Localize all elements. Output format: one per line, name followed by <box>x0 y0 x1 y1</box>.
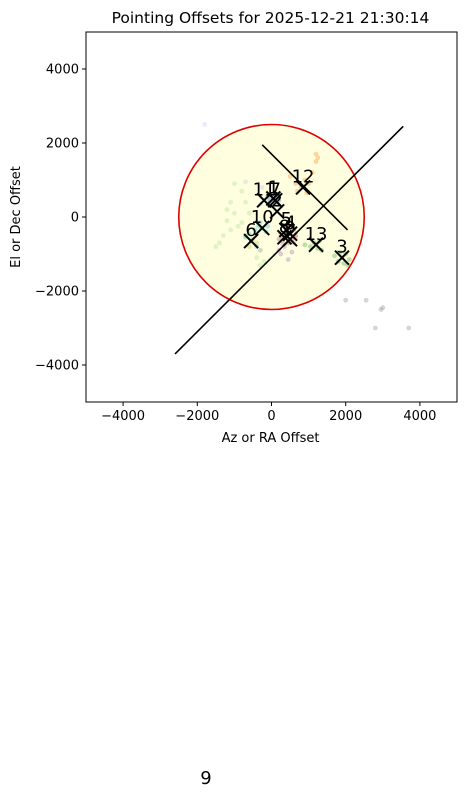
offset-point-series-7 <box>363 297 369 303</box>
cluster-label-7: 7 <box>269 179 280 200</box>
offset-point-series-11 <box>257 262 263 268</box>
offset-point-series-9 <box>252 227 258 233</box>
offset-point-series-4 <box>278 251 284 257</box>
y-tick-label: 2000 <box>46 137 79 152</box>
x-tick-label: 4000 <box>403 409 436 424</box>
marker-stroke <box>276 229 293 246</box>
offset-point-series-0 <box>272 190 277 196</box>
offset-point-series-11 <box>232 181 237 187</box>
x-axis: −4000 −2000 0 2000 4000 <box>101 402 436 424</box>
cluster-label-11: 11 <box>253 179 276 200</box>
offset-point-series-10 <box>259 185 265 190</box>
offset-point-series-11 <box>239 188 245 194</box>
offset-point-series-2 <box>302 242 308 248</box>
offset-point-series-1 <box>315 155 321 161</box>
cluster-label-4: 4 <box>284 213 295 234</box>
offset-point-series-1 <box>302 177 308 183</box>
cluster-label-1: 1 <box>268 178 279 199</box>
cluster-label-9: 9 <box>284 218 295 239</box>
offset-point-series-7 <box>380 305 386 311</box>
cluster-label-13: 13 <box>305 224 328 245</box>
x-axis-label: Az or RA Offset <box>222 431 320 446</box>
offset-point-series-11 <box>243 199 248 205</box>
offset-point-series-9 <box>246 231 252 237</box>
cluster-center-marker-13 <box>308 237 324 253</box>
offset-point-series-4 <box>289 249 295 255</box>
offset-point-series-1 <box>313 151 319 157</box>
chart-title: Pointing Offsets for 2025-12-21 21:30:14 <box>112 9 430 27</box>
marker-stroke <box>334 249 350 266</box>
marker-stroke <box>254 220 270 236</box>
cluster-center-marker-9 <box>282 231 298 247</box>
marker-stroke <box>243 233 259 249</box>
cluster-center-marker-10 <box>254 220 270 236</box>
x-tick-label: −2000 <box>175 409 219 424</box>
offset-point-series-11 <box>220 233 226 238</box>
cluster-label-5: 5 <box>281 209 292 230</box>
offset-point-series-11 <box>217 240 222 246</box>
offset-point-series-11 <box>239 220 245 225</box>
offset-point-series-11 <box>224 207 230 213</box>
offset-point-series-7 <box>372 325 378 331</box>
y-axis: −4000 −2000 0 2000 4000 <box>35 63 86 374</box>
cluster-center-marker-11 <box>256 192 272 209</box>
marker-stroke <box>256 192 272 209</box>
offset-point-series-11 <box>213 244 219 250</box>
offset-point-series-11 <box>261 259 267 264</box>
x-tick-label: 2000 <box>329 409 362 424</box>
offset-point-series-7 <box>343 297 349 303</box>
offset-point-series-1 <box>287 173 293 179</box>
cluster-center-marker-7 <box>267 192 283 209</box>
page-number: 9 <box>200 768 212 789</box>
offset-point-series-11 <box>228 227 234 233</box>
offset-point-series-11 <box>228 199 234 205</box>
cluster-label-6: 6 <box>245 220 256 241</box>
offset-point-series-11 <box>246 210 252 216</box>
cluster-label-12: 12 <box>292 166 315 187</box>
y-tick-label: −2000 <box>35 285 79 300</box>
marker-stroke <box>267 192 283 209</box>
reference-line-2 <box>261 144 349 231</box>
offset-point-series-10 <box>243 179 248 185</box>
offset-point-series-11 <box>254 255 260 261</box>
y-tick-label: 0 <box>71 211 79 226</box>
cluster-label-3: 3 <box>336 237 347 258</box>
offset-point-series-7 <box>257 247 263 253</box>
cluster-label-8: 8 <box>279 216 290 237</box>
marker-stroke <box>308 237 324 253</box>
cluster-center-marker-3 <box>334 249 350 266</box>
marker-stroke <box>282 231 298 247</box>
offset-point-series-11 <box>235 223 241 229</box>
offset-point-series-2 <box>332 253 337 259</box>
offset-point-series-10 <box>202 122 208 127</box>
y-tick-label: 4000 <box>46 63 79 78</box>
offset-point-series-11 <box>232 210 237 216</box>
offset-point-series-7 <box>378 307 384 312</box>
cluster-center-marker-8 <box>276 229 293 246</box>
marker-stroke <box>295 179 311 196</box>
cluster-center-marker-6 <box>243 233 259 249</box>
offset-point-series-2 <box>347 257 352 262</box>
offset-point-series-7 <box>406 325 412 331</box>
offset-point-series-4 <box>285 257 291 262</box>
offset-point-series-1 <box>313 159 319 164</box>
offset-point-series-1 <box>309 170 315 176</box>
offset-point-series-11 <box>224 218 230 224</box>
cluster-center-marker-12 <box>295 179 311 196</box>
cluster-label-2: 2 <box>271 190 282 211</box>
x-tick-label: 0 <box>267 409 275 424</box>
x-tick-label: −4000 <box>101 409 145 424</box>
y-axis-label: El or Dec Offset <box>9 166 24 268</box>
y-tick-label: −4000 <box>35 359 79 374</box>
cluster-label-10: 10 <box>251 207 274 228</box>
